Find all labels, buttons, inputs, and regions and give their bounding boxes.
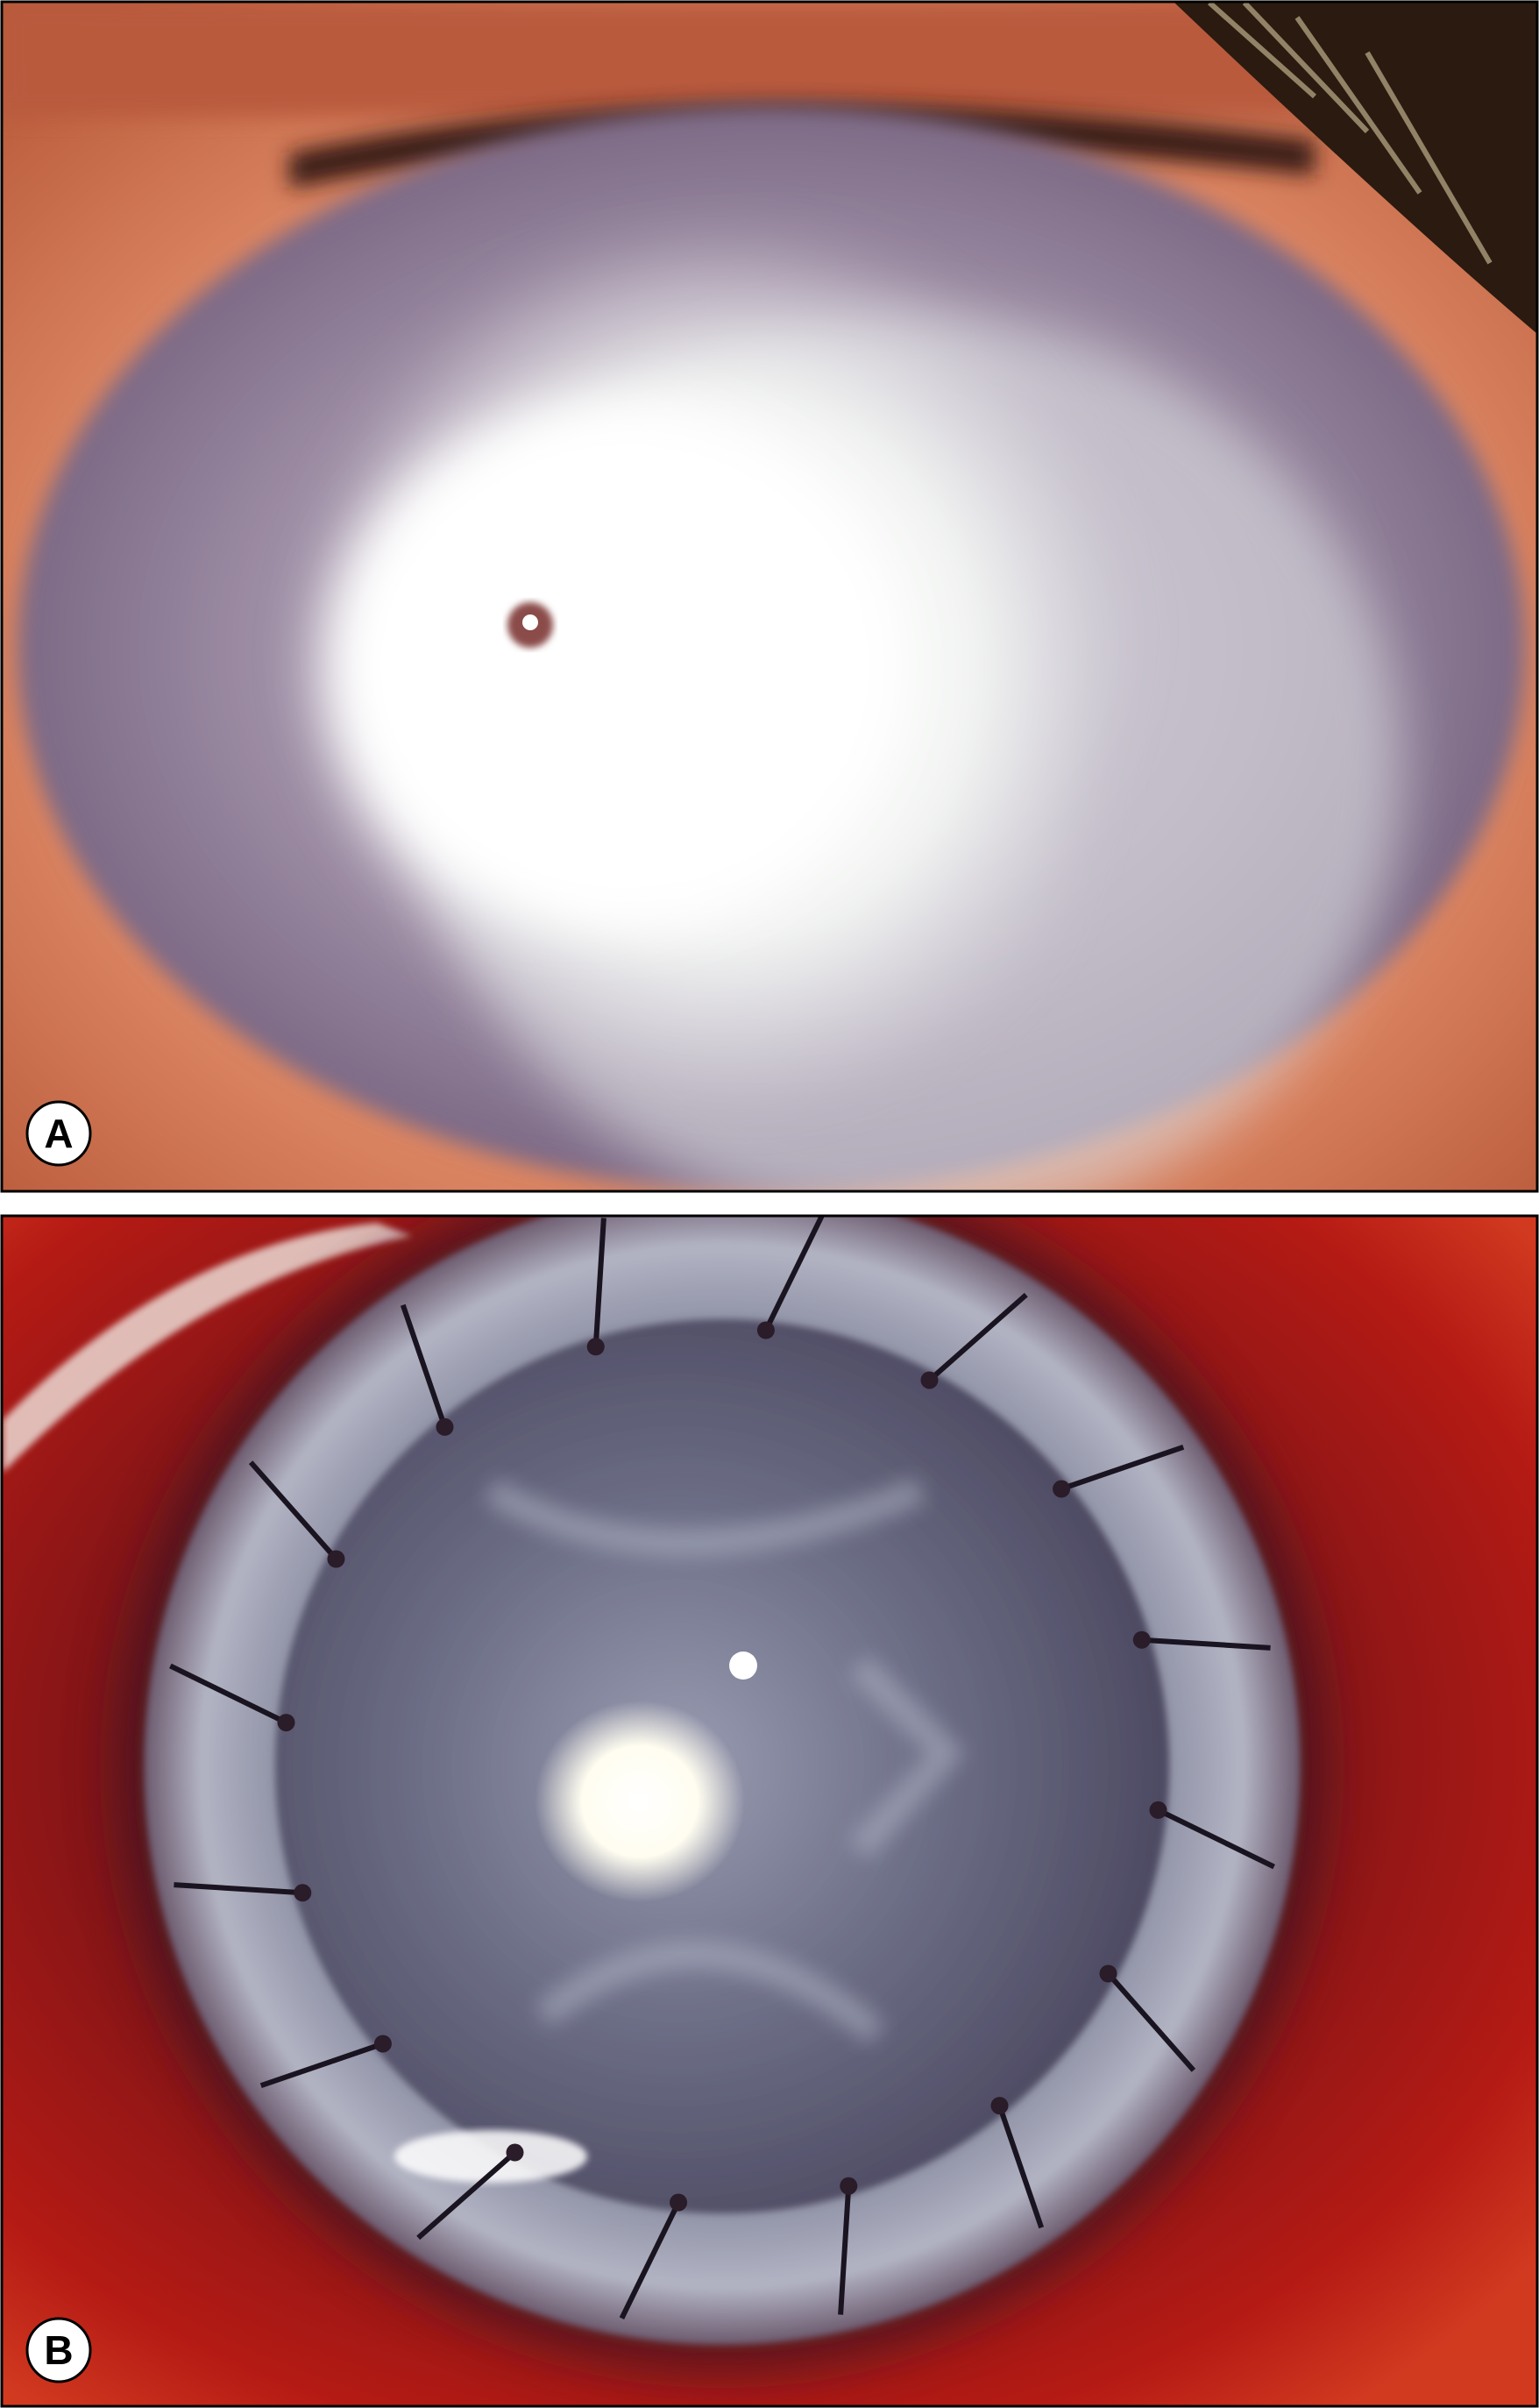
suture bbox=[1060, 1444, 1185, 1492]
suture-knot bbox=[920, 1371, 939, 1389]
photo-a bbox=[3, 3, 1536, 1190]
suture bbox=[174, 1882, 303, 1896]
photo-b bbox=[3, 1217, 1536, 2405]
suture-knot bbox=[586, 1338, 605, 1356]
suture-knot bbox=[990, 2097, 1009, 2115]
suture bbox=[838, 2185, 852, 2315]
frame-b bbox=[0, 1214, 1539, 2408]
suture-knot bbox=[756, 1321, 775, 1339]
label-badge bbox=[25, 1100, 92, 1167]
suture-knot bbox=[840, 2177, 858, 2195]
suture bbox=[1157, 1808, 1275, 1870]
suture-knot bbox=[327, 1550, 345, 1568]
suture bbox=[416, 2150, 517, 2241]
suture-knot bbox=[506, 2143, 524, 2162]
suture bbox=[763, 1217, 825, 1332]
suture bbox=[592, 1218, 606, 1347]
suture-knot bbox=[436, 1417, 454, 1436]
suture-knot bbox=[1149, 1801, 1167, 1819]
suture-knot bbox=[1099, 1964, 1117, 1983]
suture-knot bbox=[1053, 1480, 1071, 1498]
suture bbox=[619, 2201, 681, 2319]
suture bbox=[927, 1292, 1028, 1382]
suture-knot bbox=[277, 1714, 295, 1732]
suture bbox=[1106, 1971, 1196, 2072]
suture-knot bbox=[294, 1884, 312, 1902]
frame-a bbox=[0, 0, 1539, 1193]
panel-label: B bbox=[44, 2327, 73, 2373]
suture-knot bbox=[373, 2035, 392, 2053]
label-badge bbox=[25, 2317, 92, 2383]
panel-label: A bbox=[44, 1111, 73, 1156]
suture bbox=[259, 2041, 384, 2089]
suture bbox=[996, 2105, 1045, 2229]
suture-knot bbox=[670, 2193, 688, 2212]
sutures bbox=[169, 1217, 1275, 2319]
suture bbox=[248, 1460, 338, 1561]
suture-knot bbox=[1132, 1630, 1151, 1649]
suture bbox=[400, 1303, 448, 1428]
suture bbox=[1141, 1637, 1271, 1651]
suture bbox=[169, 1663, 287, 1725]
